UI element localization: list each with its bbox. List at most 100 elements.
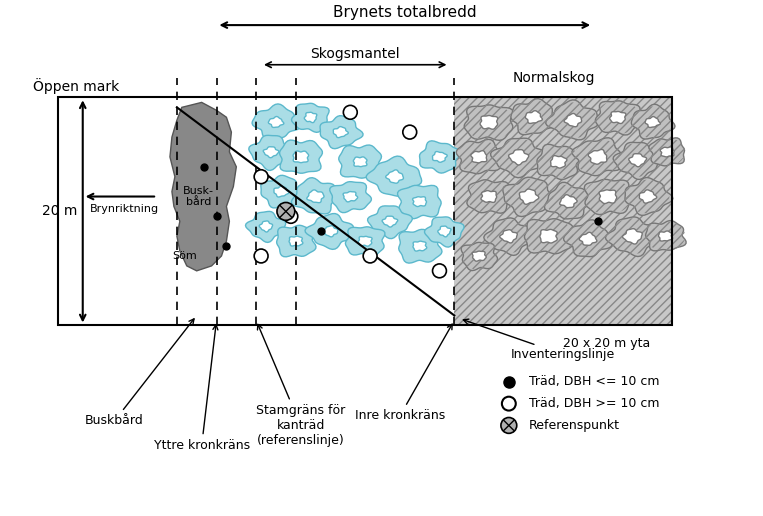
- Polygon shape: [613, 142, 662, 180]
- Circle shape: [343, 105, 357, 119]
- Polygon shape: [481, 190, 497, 202]
- Polygon shape: [564, 220, 612, 256]
- Polygon shape: [398, 185, 441, 219]
- Polygon shape: [261, 175, 304, 208]
- Polygon shape: [359, 236, 372, 246]
- Polygon shape: [456, 139, 501, 174]
- Circle shape: [363, 249, 377, 263]
- Text: Brynets totalbredd: Brynets totalbredd: [333, 5, 477, 20]
- Polygon shape: [551, 156, 567, 168]
- Polygon shape: [559, 195, 577, 207]
- Polygon shape: [333, 126, 349, 138]
- Polygon shape: [413, 197, 427, 206]
- Polygon shape: [277, 225, 316, 257]
- Text: 20 x 20 m yta: 20 x 20 m yta: [563, 336, 651, 350]
- Polygon shape: [346, 227, 385, 256]
- Polygon shape: [464, 105, 513, 140]
- Polygon shape: [480, 116, 497, 129]
- Polygon shape: [320, 116, 363, 149]
- Text: Buskbård: Buskbård: [85, 319, 194, 427]
- Polygon shape: [249, 135, 294, 170]
- Polygon shape: [343, 191, 358, 202]
- Polygon shape: [279, 140, 323, 173]
- Polygon shape: [610, 111, 626, 123]
- Polygon shape: [629, 154, 646, 167]
- Text: Inventeringslinje: Inventeringslinje: [463, 319, 616, 361]
- Polygon shape: [291, 178, 339, 214]
- Polygon shape: [503, 177, 557, 217]
- Polygon shape: [170, 102, 237, 271]
- Polygon shape: [564, 114, 581, 127]
- Polygon shape: [631, 104, 675, 139]
- Polygon shape: [368, 206, 412, 238]
- Polygon shape: [599, 190, 617, 203]
- Polygon shape: [625, 178, 673, 215]
- Polygon shape: [438, 226, 451, 237]
- Text: Normalskog: Normalskog: [512, 71, 594, 85]
- Polygon shape: [259, 221, 272, 232]
- Circle shape: [254, 170, 268, 184]
- Polygon shape: [509, 150, 529, 165]
- Polygon shape: [491, 138, 546, 178]
- Polygon shape: [274, 186, 288, 197]
- Polygon shape: [252, 104, 301, 139]
- Polygon shape: [269, 117, 284, 127]
- Polygon shape: [546, 100, 598, 140]
- Text: Stamgräns för
kanträd
(referenslinje): Stamgräns för kanträd (referenslinje): [256, 325, 346, 447]
- Polygon shape: [339, 145, 382, 178]
- Text: Träd, DBH <= 10 cm: Träd, DBH <= 10 cm: [529, 375, 659, 389]
- Polygon shape: [649, 138, 684, 166]
- Text: Öppen mark: Öppen mark: [34, 77, 120, 93]
- Polygon shape: [307, 190, 324, 203]
- Polygon shape: [660, 147, 674, 157]
- Polygon shape: [305, 214, 353, 249]
- Polygon shape: [524, 219, 573, 254]
- Circle shape: [254, 249, 268, 263]
- Polygon shape: [293, 151, 308, 163]
- Polygon shape: [413, 241, 427, 251]
- Text: Referenspunkt: Referenspunkt: [529, 419, 620, 432]
- Polygon shape: [520, 189, 539, 204]
- Circle shape: [277, 202, 295, 220]
- Polygon shape: [537, 144, 582, 180]
- Polygon shape: [658, 231, 673, 241]
- Polygon shape: [623, 229, 642, 244]
- Polygon shape: [291, 103, 329, 132]
- Polygon shape: [366, 156, 422, 196]
- Polygon shape: [484, 218, 532, 255]
- Bar: [58, 98, 672, 326]
- Polygon shape: [399, 230, 442, 263]
- Circle shape: [433, 264, 446, 278]
- Polygon shape: [467, 180, 510, 213]
- Polygon shape: [304, 112, 317, 123]
- Polygon shape: [420, 141, 462, 173]
- Polygon shape: [289, 236, 303, 246]
- Polygon shape: [385, 170, 404, 183]
- Circle shape: [284, 209, 298, 223]
- Polygon shape: [263, 147, 279, 158]
- Polygon shape: [246, 212, 285, 243]
- Polygon shape: [606, 217, 658, 256]
- Polygon shape: [639, 190, 657, 203]
- Polygon shape: [433, 152, 447, 163]
- Text: Brynriktning: Brynriktning: [90, 204, 159, 215]
- Polygon shape: [645, 221, 686, 251]
- Polygon shape: [461, 243, 497, 270]
- Polygon shape: [382, 216, 398, 227]
- Text: 20 m: 20 m: [43, 204, 78, 218]
- Polygon shape: [579, 232, 597, 245]
- Polygon shape: [595, 101, 640, 135]
- Text: Yttre kronkräns: Yttre kronkräns: [153, 325, 250, 452]
- Polygon shape: [353, 157, 367, 167]
- Polygon shape: [424, 217, 464, 247]
- Polygon shape: [584, 180, 632, 215]
- Polygon shape: [500, 230, 517, 243]
- Text: Träd, DBH >= 10 cm: Träd, DBH >= 10 cm: [529, 397, 659, 410]
- Polygon shape: [323, 225, 338, 237]
- Text: Skogsmantel: Skogsmantel: [311, 47, 400, 61]
- Bar: [454, 98, 672, 326]
- Polygon shape: [539, 230, 557, 243]
- Text: Inre kronkräns: Inre kronkräns: [355, 324, 452, 423]
- Text: Söm: Söm: [172, 251, 197, 261]
- Polygon shape: [588, 150, 607, 164]
